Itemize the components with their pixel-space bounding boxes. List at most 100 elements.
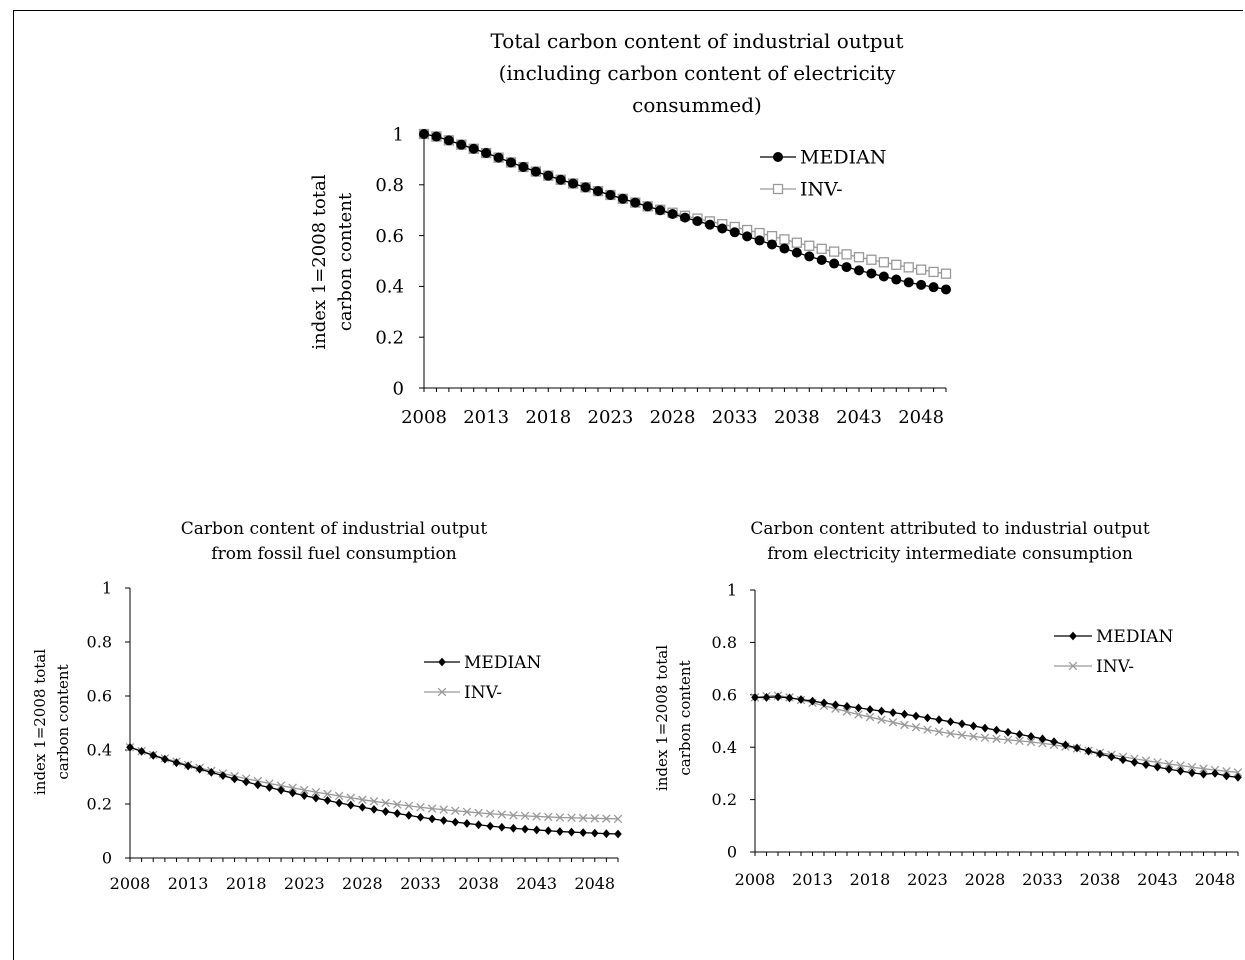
y-axis-label-line: index 1=2008 total	[309, 174, 330, 349]
data-point	[1107, 752, 1116, 762]
data-point	[602, 829, 611, 839]
data-point	[969, 732, 978, 741]
data-point	[276, 781, 286, 790]
chart-1: Total carbon content of industrial outpu…	[309, 29, 952, 428]
x-tick-label: 2028	[342, 874, 383, 893]
x-tick-label: 2018	[226, 874, 267, 893]
data-point	[497, 810, 507, 819]
data-point	[393, 809, 402, 818]
series-median	[419, 129, 951, 295]
x-tick-label: 2018	[525, 407, 571, 428]
data-point	[808, 696, 817, 706]
data-point	[428, 814, 436, 824]
data-point	[288, 788, 297, 798]
legend-label: MEDIAN	[800, 147, 886, 169]
x-tick-label: 2008	[110, 874, 151, 893]
data-point	[854, 710, 863, 719]
data-point	[498, 822, 506, 832]
data-point	[912, 711, 920, 721]
x-tick-label: 2038	[1080, 870, 1121, 889]
data-point	[493, 152, 504, 163]
data-point	[312, 793, 320, 803]
data-point	[578, 813, 588, 823]
data-point	[451, 817, 460, 827]
data-point	[1142, 760, 1150, 770]
data-point	[1038, 739, 1047, 748]
data-point	[486, 821, 494, 831]
x-tick-label: 2008	[401, 407, 447, 428]
data-point	[1188, 768, 1196, 778]
data-point	[866, 268, 877, 279]
data-point	[804, 240, 815, 251]
x-tick-label: 2043	[1137, 870, 1178, 889]
y-axis-label-line: carbon content	[335, 192, 356, 331]
data-point	[509, 811, 518, 820]
data-point	[443, 135, 454, 146]
data-point	[911, 723, 921, 732]
x-tick-label: 2008	[735, 870, 776, 889]
y-tick-label: 0.4	[87, 741, 112, 760]
data-point	[1164, 759, 1174, 769]
chart-title-line: Carbon content of industrial output	[181, 519, 488, 539]
y-axis-label-line: carbon content	[676, 660, 694, 775]
data-point	[590, 828, 599, 838]
y-tick-label: 0.8	[375, 175, 404, 196]
data-point	[853, 252, 865, 263]
data-point	[1176, 761, 1185, 770]
data-point	[416, 812, 425, 822]
legend-label: INV-	[800, 179, 843, 201]
data-point	[335, 798, 343, 808]
data-point	[137, 746, 146, 756]
data-point	[580, 182, 591, 193]
data-point	[866, 254, 877, 265]
data-point	[456, 139, 467, 150]
data-point	[865, 712, 875, 722]
data-point	[568, 178, 579, 189]
y-tick-label: 0.2	[87, 795, 112, 814]
data-point	[358, 802, 367, 812]
chart-3: Carbon content attributed to industrial …	[653, 519, 1243, 889]
data-point	[381, 807, 390, 816]
data-point	[841, 262, 852, 273]
data-point	[791, 237, 803, 248]
data-point	[843, 701, 851, 711]
data-point	[358, 795, 367, 804]
data-point	[277, 785, 285, 795]
y-tick-label: 0.6	[87, 687, 112, 706]
data-point	[532, 825, 541, 835]
y-tick-label: 0.8	[712, 633, 737, 652]
x-tick-label: 2048	[1195, 870, 1236, 889]
data-point	[992, 725, 1001, 735]
data-point	[1015, 736, 1024, 746]
x-tick-label: 2023	[907, 870, 948, 889]
data-point	[878, 271, 889, 282]
data-point	[451, 806, 460, 816]
data-point	[579, 828, 587, 838]
data-point	[1199, 764, 1208, 773]
chart-title-line: from electricity intermediate consumptio…	[767, 544, 1133, 564]
data-point	[828, 246, 840, 257]
data-point	[751, 693, 759, 702]
data-point	[346, 800, 355, 810]
data-point	[613, 814, 623, 824]
y-axis-label-line: index 1=2008 total	[653, 645, 671, 791]
data-point	[704, 219, 715, 230]
data-point	[463, 819, 471, 828]
data-point	[667, 209, 678, 220]
data-point	[1027, 732, 1035, 741]
data-point	[785, 693, 794, 703]
data-point	[334, 791, 344, 801]
chart-2: Carbon content of industrial output from …	[31, 519, 623, 893]
x-tick-label: 2048	[898, 407, 944, 428]
data-point	[820, 698, 828, 708]
data-point	[774, 692, 782, 702]
data-point	[311, 787, 321, 797]
data-point	[1176, 766, 1185, 776]
data-point	[900, 720, 909, 730]
data-point	[842, 707, 852, 716]
data-point	[381, 798, 390, 808]
data-point	[555, 174, 566, 185]
data-point	[509, 823, 518, 833]
series-median	[126, 742, 622, 839]
data-point	[530, 166, 541, 177]
